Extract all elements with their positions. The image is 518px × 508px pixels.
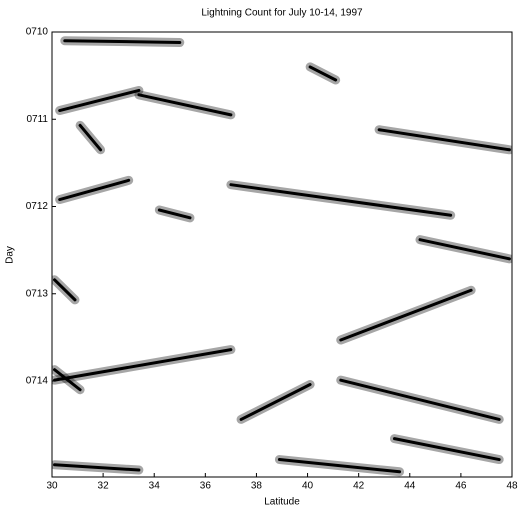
x-tick-label: 44 bbox=[404, 481, 416, 492]
x-tick-label: 32 bbox=[98, 481, 110, 492]
lightning-core bbox=[392, 437, 501, 462]
x-axis-label: Latitude bbox=[264, 497, 300, 508]
lightning-core bbox=[277, 458, 402, 474]
lightning-core bbox=[53, 348, 233, 382]
x-tick-label: 34 bbox=[149, 481, 161, 492]
y-tick-label: 0710 bbox=[26, 27, 49, 38]
lightning-core bbox=[239, 383, 312, 421]
x-tick-label: 42 bbox=[353, 481, 365, 492]
lightning-core bbox=[377, 128, 511, 152]
lightning-core bbox=[339, 378, 501, 421]
x-tick-label: 38 bbox=[251, 481, 263, 492]
lightning-core bbox=[78, 123, 103, 152]
x-tick-label: 36 bbox=[200, 481, 212, 492]
lightning-core bbox=[137, 93, 233, 117]
lightning-core bbox=[53, 278, 77, 302]
y-tick-label: 0712 bbox=[26, 201, 49, 212]
plot-frame bbox=[51, 31, 513, 478]
y-tick-label: 0711 bbox=[26, 114, 48, 125]
x-tick-label: 46 bbox=[455, 481, 467, 492]
lightning-core bbox=[418, 238, 511, 261]
lightning-core bbox=[229, 183, 453, 217]
lightning-core bbox=[339, 288, 473, 342]
lightning-core bbox=[58, 88, 141, 113]
lightning-core bbox=[53, 368, 82, 392]
lightning-core bbox=[308, 65, 338, 82]
lightning-core bbox=[53, 463, 141, 472]
lightning-core bbox=[63, 39, 182, 44]
x-tick-label: 48 bbox=[506, 481, 518, 492]
y-tick-label: 0714 bbox=[26, 376, 49, 387]
y-tick-label: 0713 bbox=[26, 288, 49, 299]
x-tick-label: 40 bbox=[302, 481, 314, 492]
chart-title: Lightning Count for July 10-14, 1997 bbox=[201, 8, 363, 19]
y-axis-label: Day bbox=[5, 246, 16, 264]
x-tick-label: 30 bbox=[46, 481, 58, 492]
lightning-core bbox=[58, 178, 131, 202]
lightning-core bbox=[157, 208, 192, 220]
